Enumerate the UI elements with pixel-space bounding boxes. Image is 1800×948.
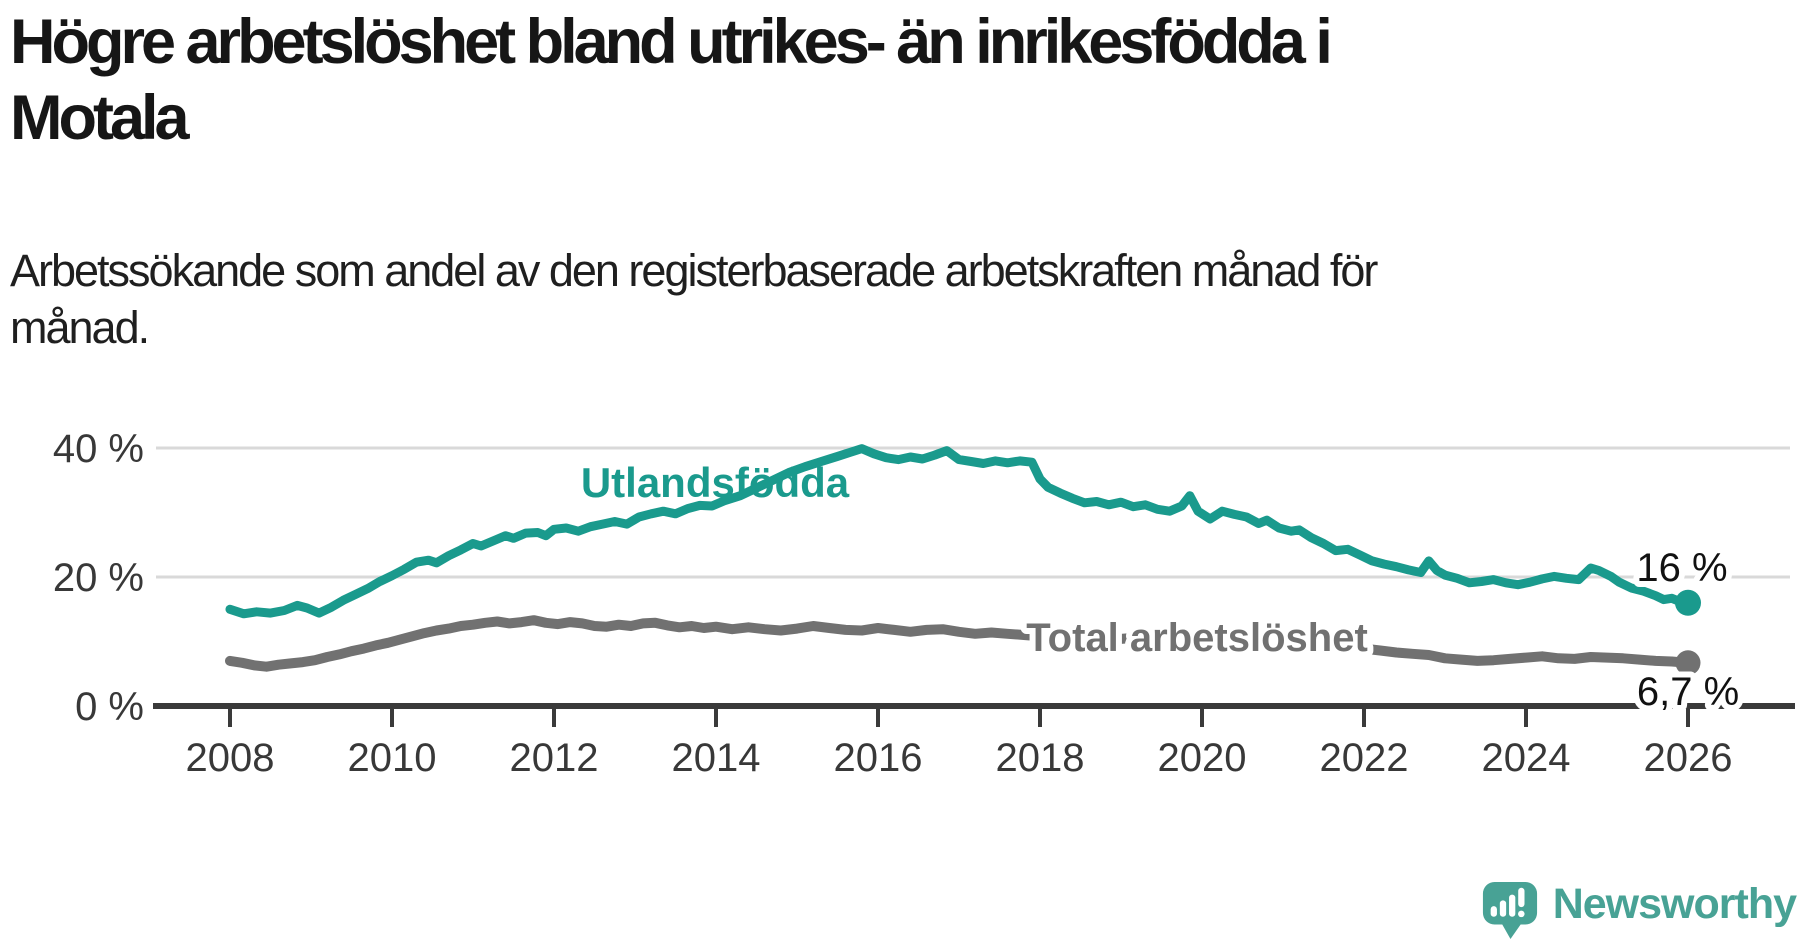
end-value-label-total: 6,7 %	[1637, 670, 1739, 714]
newsworthy-bubble-chart-icon	[1482, 882, 1537, 940]
exclamation-dot	[1517, 910, 1525, 918]
x-tick-label-2022: 2022	[1320, 736, 1409, 780]
y-tick-label-40: 40 %	[53, 427, 144, 471]
page-subtitle: Arbetssökande som andel av den registerb…	[10, 242, 1790, 356]
page-title-line1: Högre arbetslöshet bland utrikes- än inr…	[10, 7, 1333, 77]
exclamation-bar	[1517, 887, 1525, 908]
newsworthy-logo: Newsworthy	[1481, 874, 1797, 948]
end-dot-utlandsfodda	[1675, 589, 1701, 616]
x-tick-label-2026: 2026	[1644, 736, 1733, 780]
page-subtitle-line2: månad.	[10, 302, 150, 353]
x-tick-label-2012: 2012	[510, 736, 599, 780]
page-title: Högre arbetslöshet bland utrikes- än inr…	[10, 4, 1790, 156]
series-line-utlandsfodda	[225, 444, 1693, 619]
y-tick-label-20: 20 %	[53, 556, 144, 600]
x-tick-label-2010: 2010	[348, 736, 437, 780]
series-line-total	[225, 615, 1693, 672]
x-tick-label-2020: 2020	[1158, 736, 1247, 780]
newsworthy-wordmark: Newsworthy	[1552, 880, 1797, 928]
bar-2	[1499, 900, 1506, 917]
series-label-utlandsfodda: Utlandsfödda	[581, 459, 850, 506]
x-tick-label-2018: 2018	[996, 736, 1085, 780]
x-tick-label-2008: 2008	[186, 736, 275, 780]
bar-1	[1490, 906, 1497, 917]
page-subtitle-line1: Arbetssökande som andel av den registerb…	[10, 245, 1378, 296]
end-dot-total	[1675, 650, 1701, 676]
bar-3	[1508, 894, 1516, 917]
x-tick-label-2016: 2016	[834, 736, 923, 780]
series-label-total: Total arbetslöshet	[1026, 616, 1368, 660]
page-title-line2: Motala	[10, 83, 190, 153]
end-value-label-utlandsfodda: 16 %	[1636, 546, 1727, 590]
x-tick-label-2024: 2024	[1482, 736, 1571, 780]
x-tick-label-2014: 2014	[672, 736, 761, 780]
y-tick-label-0: 0 %	[75, 685, 144, 729]
